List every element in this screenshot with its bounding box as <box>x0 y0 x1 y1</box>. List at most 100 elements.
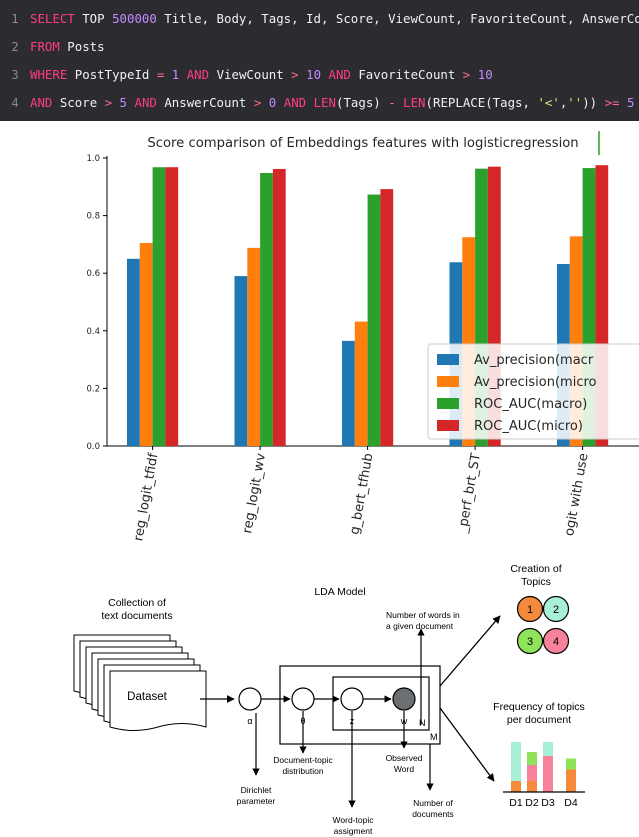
code-token: 10 <box>477 67 493 82</box>
code-token: > <box>104 95 113 110</box>
legend-swatch <box>437 398 459 409</box>
code-token: SELECT <box>30 11 75 26</box>
code-token: - <box>388 95 396 110</box>
bar-0-3 <box>165 167 179 446</box>
bar-2-0 <box>342 340 355 446</box>
legend-label: ROC_AUC(macro) <box>474 397 587 412</box>
plate-m <box>279 665 441 745</box>
code-token <box>306 95 313 110</box>
dataset-label: Dataset <box>127 691 167 703</box>
y-tick-label: 0.4 <box>86 327 100 337</box>
doc-bar-segment <box>543 742 553 756</box>
chart-title: Score comparison of Embeddings features … <box>147 136 578 151</box>
bar-2-1 <box>354 321 368 446</box>
doc-topic-label: Document-topic distribution <box>273 755 333 776</box>
doc-bar-segment <box>566 769 576 792</box>
legend-label: Av_precision(macr <box>474 353 594 368</box>
code-token: = <box>156 67 165 82</box>
num-docs-label: Number of documents <box>412 798 454 819</box>
code-token: FavoriteCount <box>350 67 463 82</box>
code-token: 10 <box>306 67 322 82</box>
legend-swatch <box>437 420 459 431</box>
bar-0-1 <box>139 242 153 446</box>
legend-label: ROC_AUC(micro) <box>474 419 583 434</box>
bar-1-1 <box>247 247 261 446</box>
bar-0-2 <box>152 167 166 446</box>
topic-1-circle <box>516 595 544 623</box>
creation-label: Creation of Topics <box>510 563 561 588</box>
bar-1-0 <box>234 276 248 446</box>
bar-0-0 <box>127 258 140 446</box>
line-number: 3 <box>11 67 19 82</box>
code-token: AnswerCount <box>156 95 254 110</box>
code-token: AND <box>30 95 53 110</box>
collection-label: Collection of text documents <box>101 597 172 622</box>
doc-bar-segment <box>527 752 537 765</box>
sql-code-panel: 1 SELECT TOP 500000 Title, Body, Tags, Id… <box>0 0 639 121</box>
sql-line-2: 2 FROM Posts <box>0 33 639 61</box>
topic-3-circle <box>516 627 544 655</box>
theta-node <box>291 687 315 711</box>
words-label: Number of words in a given document <box>386 610 460 631</box>
legend-label: Av_precision(micro <box>474 375 597 390</box>
code-token <box>299 67 306 82</box>
code-token: FROM <box>30 39 60 54</box>
code-token: PostTypeId <box>67 67 157 82</box>
doc-bar-segment <box>527 765 537 781</box>
code-token: Score <box>52 95 105 110</box>
code-token <box>276 95 283 110</box>
topic-3-label: 3 <box>527 636 533 648</box>
line-number: 1 <box>11 11 19 26</box>
bar-2-3 <box>380 189 394 446</box>
code-token <box>321 67 328 82</box>
code-token: (Tags) <box>335 95 389 110</box>
doc-bar-segment <box>527 781 537 792</box>
sql-line-1: 1 SELECT TOP 500000 Title, Body, Tags, Id… <box>0 5 639 33</box>
code-token: 5 <box>119 95 128 110</box>
alpha-symbol: α <box>247 716 252 726</box>
bar-1-3 <box>272 168 286 446</box>
code-token: ViewCount <box>209 67 292 82</box>
code-token <box>597 95 604 110</box>
topic-4-label: 4 <box>553 636 559 648</box>
code-token: 5 <box>627 95 635 110</box>
doc-label: D2 <box>525 797 539 809</box>
code-token: > <box>253 95 262 110</box>
y-tick-label: 1.0 <box>86 154 100 164</box>
topic-2-circle <box>542 595 570 623</box>
code-token: 0 <box>268 95 277 110</box>
plate-n-symbol: N <box>419 718 426 728</box>
observed-label: Observed Word <box>386 753 423 774</box>
doc-label: D1 <box>509 797 523 809</box>
plate-m-symbol: M <box>430 732 438 742</box>
code-token: )) <box>582 95 598 110</box>
lda-title: LDA Model <box>314 586 365 598</box>
line-number: 4 <box>11 95 19 110</box>
code-token: , <box>559 95 568 110</box>
code-token: > <box>291 67 299 82</box>
code-token <box>470 67 477 82</box>
y-tick-label: 0.8 <box>86 212 100 222</box>
document-stack <box>73 634 207 731</box>
plate-n <box>332 676 430 731</box>
topic-1-label: 1 <box>527 604 533 616</box>
code-token: AND <box>283 95 307 110</box>
doc-label: D3 <box>541 797 555 809</box>
code-token: AND <box>186 67 210 82</box>
doc-bar-segment <box>511 781 521 792</box>
code-token: AND <box>134 95 157 110</box>
line-number: 2 <box>11 39 19 54</box>
doc-bar-segment <box>511 742 521 781</box>
code-token: LEN <box>313 95 336 110</box>
legend-swatch <box>437 376 459 387</box>
legend-swatch <box>437 354 459 365</box>
score-comparison-chart: Score comparison of Embeddings features … <box>0 121 639 545</box>
code-token <box>261 95 268 110</box>
code-token: > <box>462 67 471 82</box>
legend-box <box>427 343 639 440</box>
bar-2-2 <box>367 194 381 446</box>
doc-bar-segment <box>566 758 576 770</box>
dirichlet-label: Dirichlet parameter <box>237 785 276 806</box>
code-token <box>164 67 171 82</box>
y-tick-label: 0.6 <box>86 269 100 279</box>
